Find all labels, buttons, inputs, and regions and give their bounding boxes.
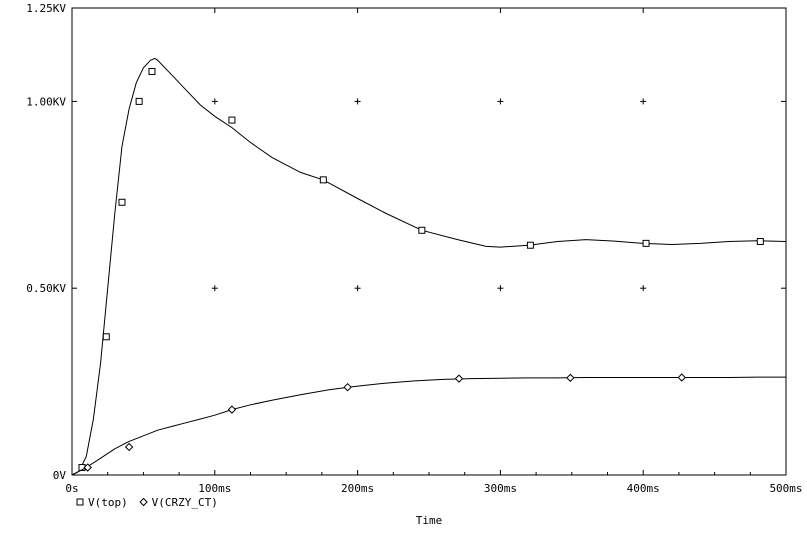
square-marker — [148, 68, 156, 76]
x-tick-label: 0s — [65, 482, 78, 495]
x-tick-label: 100ms — [198, 482, 231, 495]
diamond-marker — [677, 373, 686, 382]
plot-frame — [71, 7, 787, 476]
square-marker — [756, 238, 764, 245]
x-tick-label: 200ms — [341, 482, 374, 495]
grid-markers — [211, 98, 647, 292]
series-line-0 — [71, 57, 787, 476]
diamond-marker — [343, 382, 352, 392]
square-marker — [135, 97, 143, 105]
axis-ticks: 0s 100ms 200ms 300ms 400ms 500ms 0V 0.50KV 1.00K… — [26, 2, 802, 495]
legend-square-icon — [76, 498, 84, 506]
series-line-1 — [71, 376, 786, 476]
y-tick-label: 1.25KV — [26, 2, 66, 15]
square-marker — [319, 176, 327, 184]
legend-label: V(CRZY_CT) — [152, 496, 218, 509]
series-layer — [71, 57, 787, 476]
square-marker — [642, 239, 650, 247]
square-marker — [526, 241, 534, 249]
legend-diamond-icon — [139, 497, 148, 507]
diamond-marker — [454, 374, 464, 383]
x-tick-label: 400ms — [627, 482, 660, 495]
x-axis-title: Time — [416, 514, 443, 527]
y-tick-label: 1.00KV — [26, 95, 66, 108]
square-marker — [102, 333, 110, 341]
y-tick-label: 0V — [53, 469, 67, 482]
square-marker — [228, 116, 236, 124]
legend: V(top) V(CRZY_CT) — [76, 496, 218, 509]
square-marker — [418, 226, 426, 234]
x-tick-label: 300ms — [484, 482, 517, 495]
x-tick-label: 500ms — [769, 482, 802, 495]
diamond-marker — [83, 463, 92, 472]
diamond-marker — [227, 405, 237, 414]
diamond-marker — [124, 442, 134, 452]
legend-label: V(top) — [88, 496, 128, 509]
square-marker — [118, 198, 126, 206]
y-tick-label: 0.50KV — [26, 282, 66, 295]
diamond-marker — [566, 373, 575, 383]
